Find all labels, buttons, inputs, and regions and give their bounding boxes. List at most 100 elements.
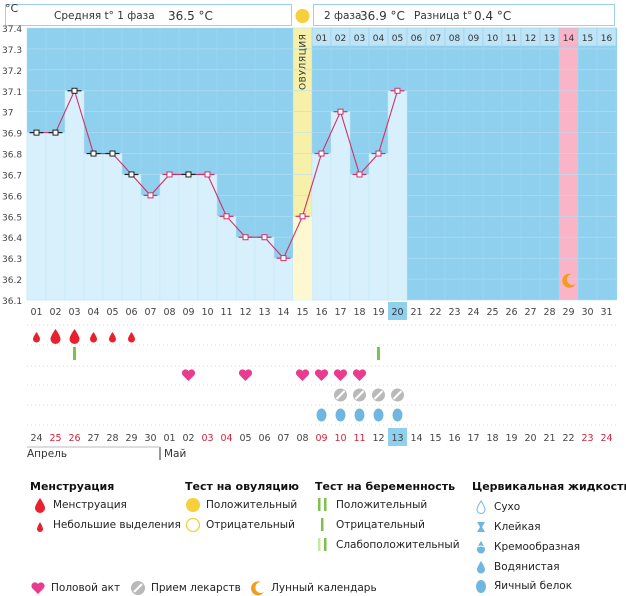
temp-point: [356, 171, 363, 178]
calendar-date-label: 14: [410, 433, 422, 444]
calendar-date-label: 24: [600, 433, 612, 444]
phase2-box: 2 фаза 36.9 °C Разница t° 0.4 °C: [313, 4, 615, 26]
temp-fill-bar: [254, 236, 275, 301]
fluid-dry-icon: [476, 500, 486, 514]
legend-pregnancy-negative: Отрицательный: [336, 519, 425, 531]
medication-stripe: [392, 390, 403, 400]
calendar-date-label: 07: [277, 433, 289, 444]
phase2-day-label: 06: [411, 34, 423, 44]
cycle-day-label: 17: [334, 307, 346, 318]
y-tick-label: 37: [2, 109, 13, 119]
calendar-date-label: 01: [163, 433, 175, 444]
pregnancy-negative-icon: [321, 518, 324, 531]
temp-fill-bar: [178, 174, 199, 301]
pregnancy-weak-icon: [318, 538, 327, 551]
menstruation-drop: [90, 332, 97, 343]
pregnancy-test-mark: [377, 347, 380, 360]
temp-fill-bar: [197, 174, 218, 301]
y-tick-label: 36.6: [2, 192, 22, 202]
cycle-day-label: 03: [68, 307, 80, 318]
cycle-day-label: 23: [448, 307, 460, 318]
cycle-day-label: 07: [144, 307, 156, 318]
calendar-date-label: 16: [448, 433, 460, 444]
temp-fill-bar: [330, 111, 351, 301]
heart-icon: [31, 582, 45, 594]
phase2-label: 2 фаза: [324, 10, 362, 22]
calendar-date-label: 29: [125, 433, 137, 444]
legend-sticky: Клейкая: [494, 521, 541, 533]
phase2-value: 36.9 °C: [360, 9, 405, 23]
cycle-day-label: 29: [562, 307, 574, 318]
fluid-mark: [373, 408, 384, 422]
moon-marker: [562, 273, 576, 288]
phase1-label: Средняя t° 1 фаза: [54, 10, 155, 22]
fluid-mark: [354, 408, 365, 422]
temp-point: [128, 171, 135, 178]
phase2-day-label: 07: [430, 34, 441, 44]
y-tick-label: 37.4: [2, 25, 22, 35]
cycle-day-label: 20: [391, 307, 403, 318]
ovulation-negative-icon: [185, 517, 201, 533]
calendar-date-label: 21: [543, 433, 555, 444]
temp-fill-bar: [140, 195, 161, 301]
y-tick-label: 37.2: [2, 67, 22, 77]
temp-fill-bar: [45, 132, 66, 301]
fluid-creamy-icon: [477, 541, 485, 554]
temp-point: [261, 234, 268, 241]
phase2-day-label: 08: [449, 34, 461, 44]
legend-medication: Прием лекарств: [151, 582, 241, 594]
cycle-day-label: 28: [543, 307, 555, 318]
fluid-mark: [335, 408, 346, 422]
temp-fill-bar: [159, 174, 180, 301]
ovulation-dot: [295, 9, 310, 23]
cycle-day-label: 10: [201, 307, 213, 318]
phase2-day-label: 16: [601, 34, 613, 44]
pregnancy-test-mark: [73, 347, 76, 360]
legend-pregnancy-weak: Слабоположительный: [336, 539, 460, 551]
calendar-date-label: 05: [239, 433, 251, 444]
fluid-eggwhite-icon: [476, 580, 486, 593]
y-tick-label: 36.4: [2, 234, 22, 244]
temp-fill-bar: [349, 174, 370, 301]
cycle-day-label: 26: [505, 307, 517, 318]
temp-fill-bar: [387, 90, 408, 301]
legend-spotting: Небольшие выделения: [53, 519, 181, 531]
legend-lunar: Лунный календарь: [271, 582, 377, 594]
cycle-day-label: 16: [315, 307, 327, 318]
temp-point: [280, 255, 287, 262]
ovulation-positive-icon: [186, 498, 200, 512]
calendar-date-label: 12: [372, 433, 384, 444]
phase2-day-label: 13: [544, 34, 555, 44]
cycle-day-label: 13: [258, 307, 270, 318]
temp-point: [204, 171, 211, 178]
intercourse-heart: [238, 369, 253, 381]
phase1-value: 36.5 °C: [168, 9, 213, 23]
y-tick-label: 36.5: [2, 213, 22, 223]
temp-fill-bar: [64, 90, 85, 301]
pill-icon: [131, 581, 145, 595]
fluid-mark: [316, 408, 327, 422]
calendar-date-label: 10: [334, 433, 346, 444]
cycle-day-label: 06: [125, 307, 137, 318]
phase2-day-label: 14: [563, 34, 575, 44]
legend-menstruation-title: Менструация: [30, 480, 115, 493]
phase1-box: Средняя t° 1 фаза 36.5 °C: [5, 4, 292, 26]
y-tick-label: 36.2: [2, 276, 22, 286]
cycle-day-label: 31: [600, 307, 612, 318]
phase2-day-label: 04: [373, 34, 385, 44]
calendar-date-label: 30: [144, 433, 156, 444]
month-april: Апрель: [27, 448, 67, 460]
legend-pregnancy-positive: Положительный: [336, 499, 428, 511]
cycle-day-label: 08: [163, 307, 175, 318]
calendar-date-label: 11: [353, 433, 365, 444]
temp-fill-bar: [273, 257, 294, 301]
temp-point: [90, 150, 97, 157]
y-tick-label: 36.3: [2, 255, 22, 265]
temp-point: [375, 150, 382, 157]
temp-point: [337, 108, 344, 115]
cycle-day-label: 09: [182, 307, 194, 318]
fluid-sticky-icon: [477, 522, 485, 532]
calendar-date-label: 23: [581, 433, 593, 444]
menstruation-drop: [109, 332, 116, 343]
cycle-day-label: 12: [239, 307, 251, 318]
